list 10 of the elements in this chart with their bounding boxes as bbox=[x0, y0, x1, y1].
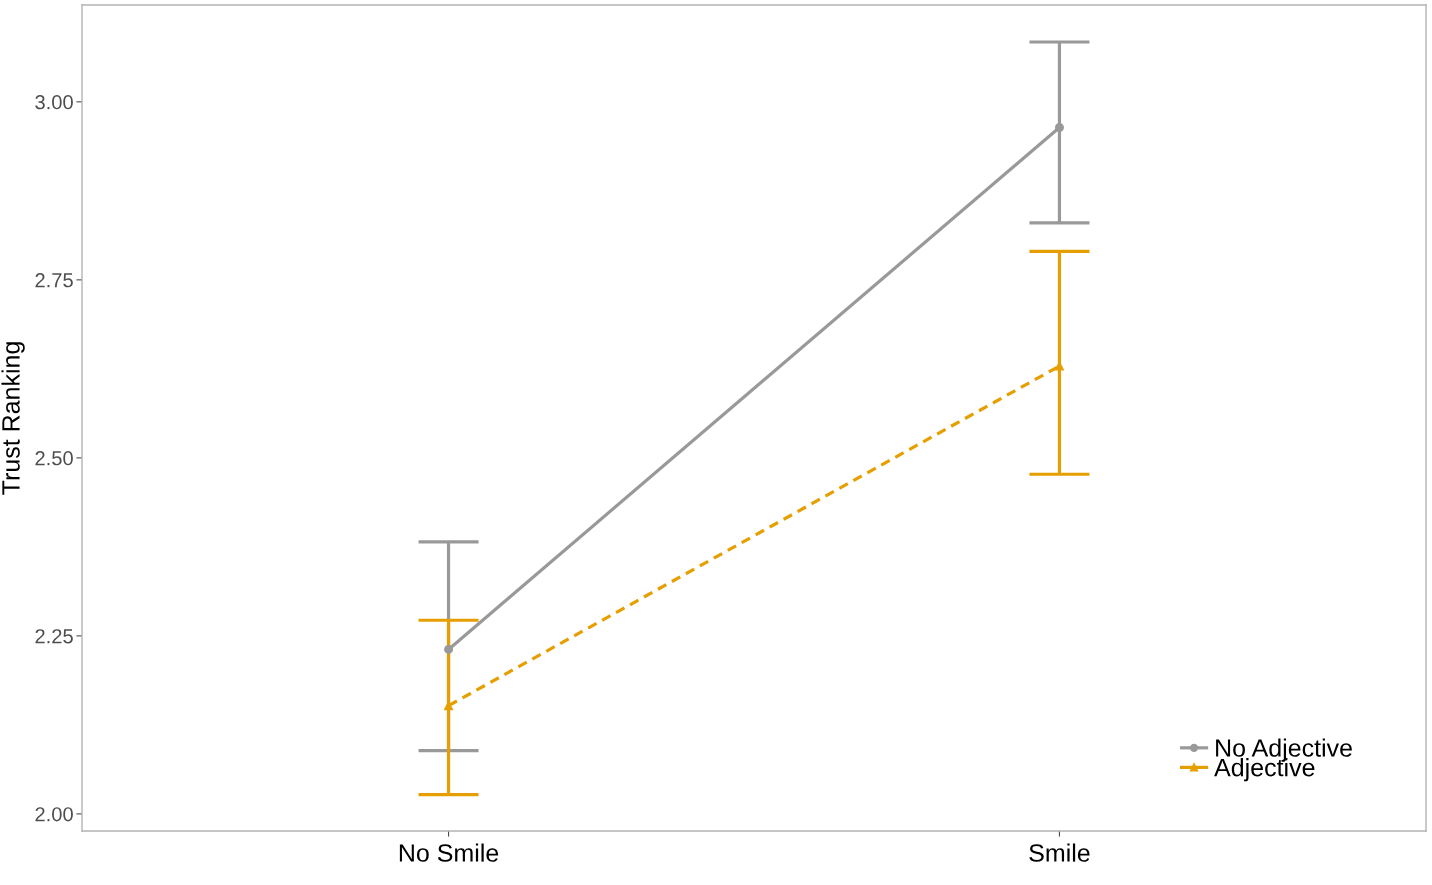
y-tick-label: 2.75 bbox=[35, 273, 73, 288]
point bbox=[444, 644, 454, 654]
y-tick-label: 2.25 bbox=[35, 629, 73, 644]
y-tick-label: 3.00 bbox=[35, 95, 73, 110]
point bbox=[1054, 122, 1064, 132]
y-tick-label: 2.50 bbox=[35, 451, 73, 466]
y-axis-title: Trust Ranking bbox=[1, 342, 25, 495]
y-tick-label: 2.00 bbox=[35, 807, 73, 822]
x-tick-label: Smile bbox=[1029, 843, 1090, 862]
x-tick-label: No Smile bbox=[399, 843, 499, 862]
